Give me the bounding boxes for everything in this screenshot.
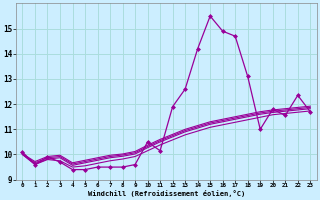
- X-axis label: Windchill (Refroidissement éolien,°C): Windchill (Refroidissement éolien,°C): [88, 190, 245, 197]
